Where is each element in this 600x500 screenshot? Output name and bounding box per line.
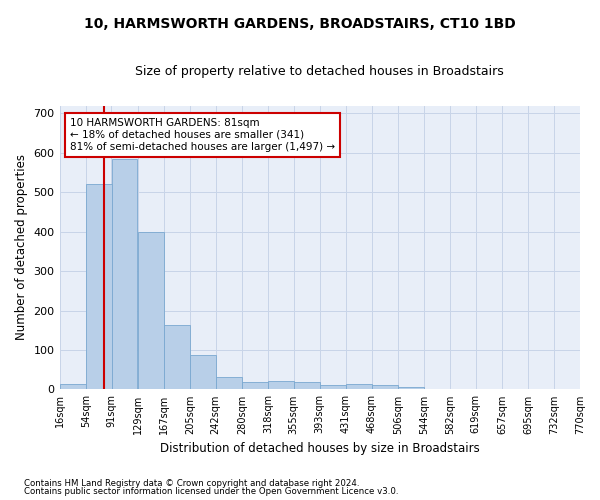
Bar xyxy=(138,232,164,390)
Text: 10 HARMSWORTH GARDENS: 81sqm
← 18% of detached houses are smaller (341)
81% of s: 10 HARMSWORTH GARDENS: 81sqm ← 18% of de… xyxy=(70,118,335,152)
Bar xyxy=(86,184,112,390)
Bar xyxy=(294,382,320,390)
Bar xyxy=(60,384,86,390)
Bar xyxy=(398,387,424,390)
Bar xyxy=(346,384,372,390)
Text: Contains public sector information licensed under the Open Government Licence v3: Contains public sector information licen… xyxy=(24,487,398,496)
X-axis label: Distribution of detached houses by size in Broadstairs: Distribution of detached houses by size … xyxy=(160,442,479,455)
Bar xyxy=(164,325,190,390)
Title: Size of property relative to detached houses in Broadstairs: Size of property relative to detached ho… xyxy=(136,65,504,78)
Text: 10, HARMSWORTH GARDENS, BROADSTAIRS, CT10 1BD: 10, HARMSWORTH GARDENS, BROADSTAIRS, CT1… xyxy=(84,18,516,32)
Bar xyxy=(268,381,294,390)
Bar xyxy=(372,385,398,390)
Text: Contains HM Land Registry data © Crown copyright and database right 2024.: Contains HM Land Registry data © Crown c… xyxy=(24,478,359,488)
Bar xyxy=(242,382,268,390)
Y-axis label: Number of detached properties: Number of detached properties xyxy=(15,154,28,340)
Bar xyxy=(320,385,346,390)
Bar xyxy=(190,354,216,390)
Bar xyxy=(112,159,137,390)
Bar xyxy=(216,377,242,390)
